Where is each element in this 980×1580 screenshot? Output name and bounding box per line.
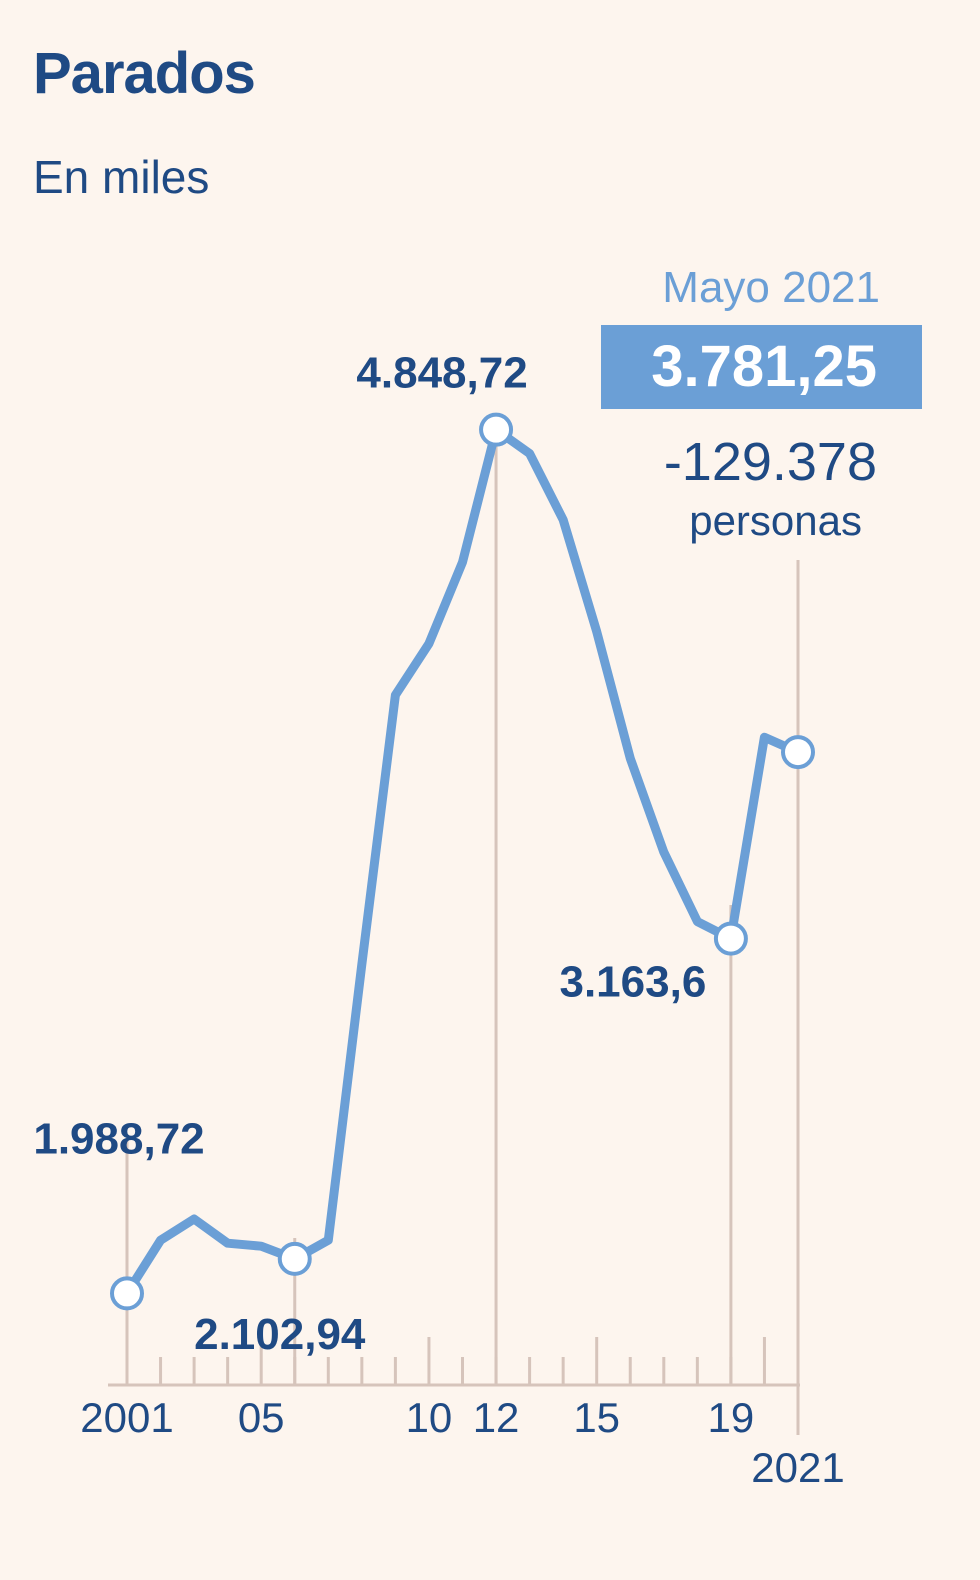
- x-tick-label: 2021: [751, 1444, 844, 1491]
- callout-change-unit: personas: [689, 497, 862, 544]
- chart-subtitle: En miles: [33, 151, 210, 203]
- callout-value: 3.781,25: [651, 334, 877, 399]
- x-tick-label: 2001: [80, 1394, 173, 1441]
- callout: Mayo 2021 3.781,25 -129.378 personas: [601, 263, 922, 544]
- data-label: 3.163,6: [559, 958, 706, 1007]
- data-point-marker: [110, 1276, 144, 1311]
- callout-change-value: -129.378: [664, 432, 877, 492]
- series-line: [122, 425, 803, 1298]
- data-point-marker: [479, 412, 514, 447]
- series-layer: [122, 425, 803, 1298]
- x-tick-label: 10: [406, 1394, 453, 1441]
- x-tick-label: 15: [573, 1394, 620, 1441]
- data-label: 4.848,72: [356, 349, 527, 398]
- callout-period: Mayo 2021: [662, 263, 880, 312]
- callout-box: [601, 325, 922, 409]
- x-tick-label: 19: [708, 1394, 755, 1441]
- x-tick-label: 05: [238, 1394, 285, 1441]
- data-point-marker: [781, 735, 815, 770]
- highlight-guides: [125, 425, 800, 1435]
- data-point-marker: [277, 1241, 312, 1276]
- chart-title: Parados: [33, 41, 256, 106]
- data-point-marker: [713, 921, 748, 956]
- data-labels: 1.988,72 2.102,94 4.848,72 3.163,6: [33, 349, 706, 1359]
- highlight-points: [110, 412, 815, 1311]
- x-tick-label: 12: [473, 1394, 520, 1441]
- data-label: 2.102,94: [194, 1310, 366, 1359]
- data-label: 1.988,72: [33, 1114, 204, 1163]
